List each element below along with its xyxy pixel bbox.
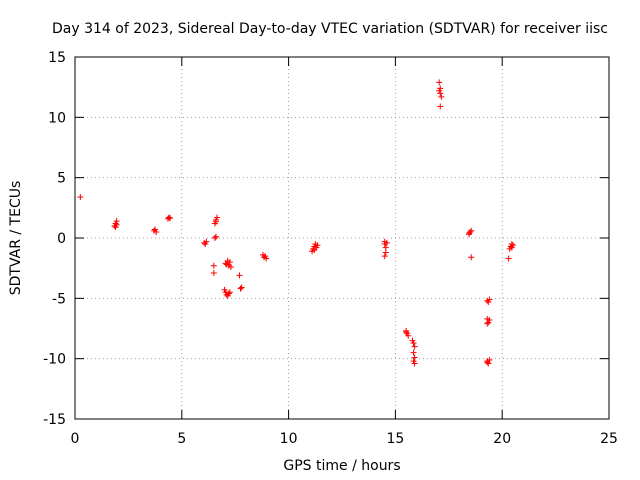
data-point	[436, 79, 443, 86]
x-tick-label: 15	[386, 431, 404, 447]
x-tick-label: 25	[600, 431, 618, 447]
tick-layer: 0 5 10 15 20 25 -15 -10 -5 0 5 10 15	[43, 50, 618, 447]
y-axis-label: SDTVAR / TECUs	[8, 181, 24, 296]
data-point	[210, 269, 217, 276]
y-tick-label: -5	[52, 291, 66, 307]
data-point	[468, 254, 475, 261]
x-tick-label: 5	[177, 431, 186, 447]
data-point	[226, 289, 233, 296]
data-point	[505, 255, 512, 262]
data-point	[382, 249, 389, 256]
y-tick-label: 5	[57, 171, 66, 187]
data-point	[214, 214, 221, 221]
data-point	[486, 296, 493, 303]
data-point	[227, 263, 234, 270]
data-point	[77, 193, 84, 200]
data-point	[263, 255, 270, 262]
y-tick-label: 0	[57, 231, 66, 247]
data-point	[211, 235, 218, 241]
data-point	[484, 320, 491, 327]
data-point	[236, 272, 243, 279]
data-point	[237, 285, 244, 292]
data-point	[411, 343, 418, 350]
y-tick-label: 15	[48, 50, 66, 66]
data-point	[225, 290, 232, 297]
data-point	[153, 228, 160, 235]
data-point	[314, 242, 321, 249]
data-point	[405, 332, 412, 339]
x-axis-label: GPS time / hours	[283, 458, 400, 474]
data-point	[311, 247, 318, 254]
data-point	[113, 221, 120, 228]
data-point	[383, 239, 390, 246]
x-tick-label: 0	[71, 431, 80, 447]
data-point	[438, 93, 445, 100]
data-point	[403, 329, 410, 336]
data-point	[381, 253, 388, 260]
grid-layer	[75, 57, 609, 419]
data-point	[410, 349, 417, 356]
data-point	[484, 359, 491, 366]
data-point	[210, 262, 217, 269]
data-point	[411, 360, 418, 367]
data-point	[212, 218, 219, 225]
data-point	[165, 214, 172, 221]
x-tick-label: 10	[280, 431, 298, 447]
data-point	[466, 230, 473, 237]
x-tick-label: 20	[493, 431, 511, 447]
data-point	[226, 259, 233, 266]
data-point	[411, 354, 418, 361]
y-tick-label: -10	[43, 352, 66, 368]
data-point	[508, 244, 515, 251]
points-layer	[77, 79, 516, 367]
data-point	[437, 103, 444, 110]
data-point	[485, 360, 492, 367]
data-point	[410, 339, 417, 346]
data-point	[467, 228, 474, 235]
data-point	[437, 90, 444, 97]
data-point	[238, 284, 245, 291]
y-tick-label: -15	[43, 412, 66, 428]
data-point	[212, 233, 219, 240]
data-point	[486, 317, 493, 324]
data-point	[203, 238, 210, 245]
data-point	[167, 215, 174, 222]
y-tick-label: 10	[48, 110, 66, 126]
chart-title: Day 314 of 2023, Sidereal Day-to-day VTE…	[52, 21, 608, 37]
